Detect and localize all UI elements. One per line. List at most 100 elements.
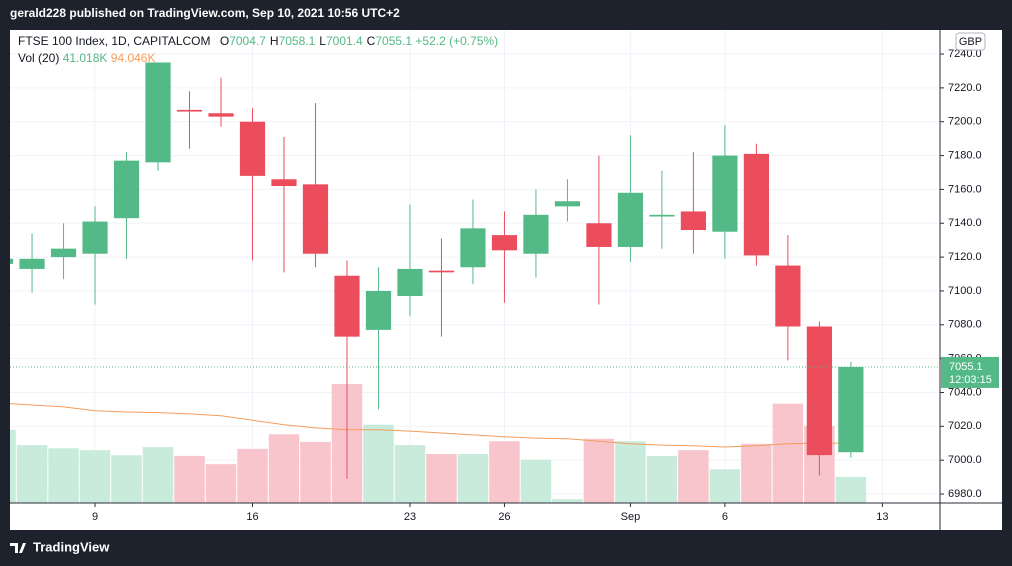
candle-body <box>271 179 297 187</box>
y-tick-label: 7000.0 <box>948 454 982 466</box>
volume-value: 41.018K <box>63 51 108 65</box>
candle-body <box>19 258 45 269</box>
volume-bar <box>16 445 48 503</box>
x-tick-label: 9 <box>92 511 98 523</box>
candle-body <box>586 223 612 247</box>
candle-body <box>397 268 423 297</box>
volume-bar <box>111 455 142 503</box>
footer-logo <box>10 543 26 553</box>
candle-body <box>712 155 738 232</box>
currency[interactable]: GBP <box>959 36 982 48</box>
candle-body <box>113 160 140 219</box>
candle-body <box>775 265 801 327</box>
y-tick-label: 7160.0 <box>948 183 982 195</box>
ohlc-key: L <box>319 34 326 48</box>
volume-bar <box>268 434 300 503</box>
x-tick-label: 26 <box>498 511 510 523</box>
candle-body <box>460 228 486 268</box>
volume-bar <box>615 441 646 503</box>
candle-body <box>176 109 203 112</box>
y-tick-label: 7100.0 <box>948 285 982 297</box>
volume-legend-row: Vol (20) 41.018K 94.046K <box>18 51 155 65</box>
ohlc-key: H <box>270 34 279 48</box>
volume-bar <box>835 476 867 503</box>
y-tick-label: 7140.0 <box>948 217 982 229</box>
candle-body <box>680 211 707 231</box>
volume-bar <box>552 499 583 503</box>
ohlc-key: O <box>220 34 229 48</box>
ohlc-value: 7004.7 <box>229 34 266 48</box>
footer-brand: TradingView <box>33 539 110 554</box>
y-tick-label: 6980.0 <box>948 488 982 500</box>
candle-body <box>208 113 234 117</box>
candle-body <box>428 270 455 273</box>
volume-ma-value: 94.046K <box>111 51 156 65</box>
y-tick-label: 7240.0 <box>948 48 982 60</box>
countdown-label: 12:03:15 <box>949 374 992 386</box>
ohlc-key: C <box>367 34 376 48</box>
ohlc-value: 7055.1 <box>375 34 412 48</box>
x-tick-label: 13 <box>876 511 888 523</box>
logo-mark <box>10 543 26 553</box>
change: +52.2 (+0.75%) <box>415 34 498 48</box>
candle-body <box>10 258 14 264</box>
y-tick-label: 7120.0 <box>948 251 982 263</box>
volume-bar <box>646 455 678 503</box>
volume-bar <box>772 403 804 503</box>
currency-box[interactable] <box>955 32 986 51</box>
candle-body <box>82 221 108 254</box>
candle-body <box>365 290 392 330</box>
candle-body <box>554 201 581 207</box>
candle-body <box>334 275 360 337</box>
volume-bar <box>489 441 520 503</box>
volume-bar <box>363 424 394 503</box>
volume-ma-line <box>10 403 851 448</box>
ohlc-value: 7001.4 <box>326 34 363 48</box>
volume-bar <box>142 446 174 503</box>
x-tick-label: 6 <box>722 511 728 523</box>
x-tick-label: 16 <box>246 511 258 523</box>
volume-bar <box>426 453 457 503</box>
y-tick-label: 7020.0 <box>948 420 982 432</box>
volume-bar <box>394 445 426 503</box>
legend-row: FTSE 100 Index, 1D, CAPITALCOM O7004.7 H7… <box>18 34 498 48</box>
y-tick-label: 7220.0 <box>948 82 982 94</box>
y-tick-label: 7200.0 <box>948 116 982 128</box>
ohlc: O7004.7 H7058.1 L7001.4 C7055.1 <box>220 34 413 48</box>
candle-body <box>838 366 864 453</box>
y-tick-label: 7080.0 <box>948 319 982 331</box>
volume-bar <box>10 429 16 503</box>
ohlc-value: 7058.1 <box>279 34 316 48</box>
last-price-label: 7055.1 <box>949 361 983 373</box>
volume-bar <box>709 469 741 503</box>
candle-body <box>491 235 518 251</box>
volume-layer <box>10 383 867 503</box>
volume-bar <box>300 441 331 503</box>
volume-bar <box>205 464 237 503</box>
axes: 6980.07000.07020.07040.07060.07080.07100… <box>92 48 999 523</box>
volume-bar <box>520 459 552 503</box>
last-price-box <box>941 356 999 388</box>
volume-bar <box>174 455 205 503</box>
candle-body <box>302 184 329 254</box>
volume-bar <box>457 453 489 503</box>
volume-bar <box>583 438 615 503</box>
volume-bar <box>48 448 79 503</box>
volume-bar <box>79 450 111 503</box>
candle-body <box>239 121 266 176</box>
candle-body <box>649 214 675 217</box>
candle-body <box>617 192 644 247</box>
candle-body <box>806 326 832 456</box>
volume-bar <box>678 450 709 503</box>
candle-body <box>743 153 769 256</box>
y-tick-label: 7180.0 <box>948 149 982 161</box>
x-tick-label: Sep <box>621 511 641 523</box>
volume-bar <box>741 443 772 503</box>
symbol: FTSE 100 Index, 1D, CAPITALCOM <box>18 34 211 48</box>
x-tick-label: 23 <box>404 511 416 523</box>
candle-layer <box>10 62 940 479</box>
candle-body <box>50 248 77 258</box>
volume-bar <box>237 448 268 503</box>
